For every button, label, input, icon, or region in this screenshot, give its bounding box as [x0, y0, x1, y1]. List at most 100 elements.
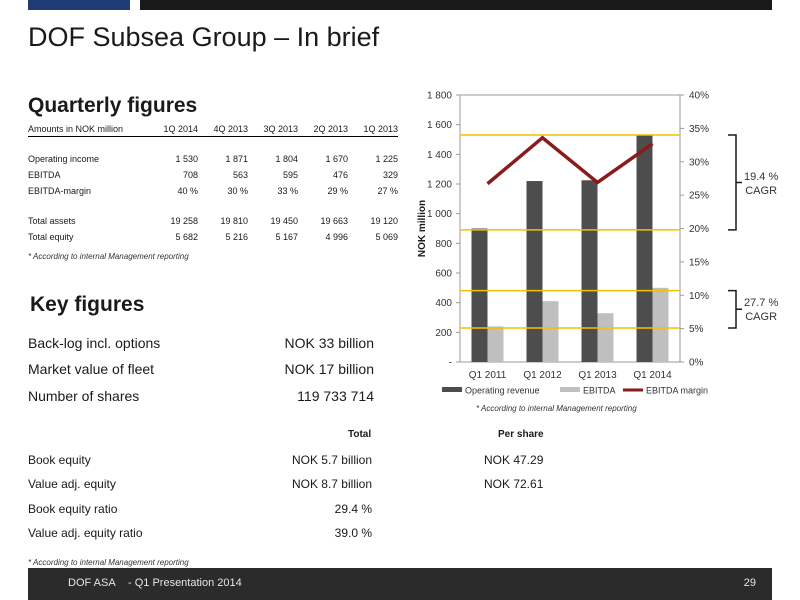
- equity-note: * According to internal Management repor…: [28, 558, 189, 567]
- row-label: EBITDA-margin: [28, 186, 92, 196]
- table-row: EBITDA-margin 40 % 30 % 33 % 29 % 27 %: [28, 183, 398, 199]
- table-cell: 40 %: [177, 186, 198, 196]
- legend-swatch: [442, 387, 462, 392]
- table-cell: 1 670: [325, 154, 348, 164]
- header-cell: 3Q 2013: [248, 122, 298, 137]
- equity-total: NOK 8.7 billion: [291, 477, 372, 491]
- revenue-ebitda-chart: - 200 400 600 800 1 000 1 200 1 400 1 600 1 800 0%…: [417, 91, 742, 396]
- y2-tick-label: 15%: [689, 257, 709, 268]
- legend-swatch: [560, 387, 580, 392]
- key-figure-label: Number of shares: [28, 388, 140, 404]
- cagr-bracket: [728, 289, 742, 329]
- header-cell: 1Q 2014: [148, 122, 198, 137]
- cagr-annotation-margin: 19.4 % CAGR: [744, 170, 778, 198]
- y-tick-label: 1 000: [427, 209, 452, 220]
- table-cell: 476: [332, 170, 348, 180]
- cagr-value: 27.7 %: [744, 297, 779, 309]
- page-number: 29: [743, 577, 756, 589]
- page-title: DOF Subsea Group – In brief: [28, 22, 380, 52]
- y2-tick-label: 35%: [689, 124, 709, 135]
- equity-row: Value adj. equity ratio 39.0 %: [28, 526, 548, 544]
- table-cell: 595: [282, 170, 298, 180]
- equity-row: Book equity NOK 5.7 billion NOK 47.29: [28, 453, 548, 471]
- table-cell: 19 120: [370, 216, 398, 226]
- top-accent-bar: [28, 0, 130, 10]
- y2-tick-label: 10%: [689, 291, 709, 302]
- chart-note: * According to internal Management repor…: [476, 404, 637, 413]
- table-cell: 5 167: [275, 232, 298, 242]
- table-cell: 1 804: [275, 154, 298, 164]
- key-figure-row: Back-log incl. options NOK 33 billion: [28, 335, 374, 355]
- key-figures-heading: Key figures: [30, 293, 145, 316]
- y2-tick-label: 40%: [689, 91, 709, 102]
- y2-tick-label: 5%: [689, 324, 704, 335]
- table-cell: 1 530: [175, 154, 198, 164]
- equity-row: Value adj. equity NOK 8.7 billion NOK 72…: [28, 477, 548, 495]
- bar-operating-revenue: [581, 180, 598, 362]
- table-cell: 19 450: [270, 216, 298, 226]
- row-label: EBITDA: [28, 170, 61, 180]
- key-figure-value: 119 733 714: [297, 388, 374, 404]
- key-figure-row: Number of shares 119 733 714: [28, 388, 374, 408]
- y2-tick-label: 30%: [689, 157, 709, 168]
- quarterly-table: Amounts in NOK million 1Q 2014 4Q 2013 3…: [28, 122, 398, 245]
- x-tick-label: Q1 2013: [578, 370, 617, 381]
- table-cell: 19 810: [220, 216, 248, 226]
- y-tick-label: 1 200: [427, 180, 452, 191]
- y-tick-label: -: [449, 358, 452, 369]
- equity-total: 29.4 %: [334, 502, 372, 516]
- key-figure-value: NOK 33 billion: [284, 335, 375, 351]
- bar-ebitda: [542, 301, 559, 362]
- y2-tick-label: 20%: [689, 224, 709, 235]
- row-label: Total assets: [28, 216, 76, 226]
- row-label: Total equity: [28, 232, 74, 242]
- table-cell: 563: [232, 170, 248, 180]
- table-row: Total assets 19 258 19 810 19 450 19 663…: [28, 213, 398, 229]
- equity-label: Book equity: [28, 453, 91, 467]
- spacer: [28, 199, 398, 213]
- cagr-label: CAGR: [745, 185, 778, 197]
- footer-company: DOF ASA: [68, 577, 116, 589]
- header-cell: 2Q 2013: [298, 122, 348, 137]
- equity-row: Book equity ratio 29.4 %: [28, 502, 548, 520]
- table-cell: 29 %: [327, 186, 348, 196]
- key-figure-row: Market value of fleet NOK 17 billion: [28, 361, 374, 381]
- line-ebitda-margin: [486, 135, 654, 186]
- header-cell: Amounts in NOK million: [28, 122, 148, 137]
- legend-label: EBITDA: [583, 386, 616, 396]
- table-cell: 33 %: [277, 186, 298, 196]
- cagr-annotation-ebitda: 27.7 % CAGR: [744, 296, 778, 324]
- cagr-value: 19.4 %: [744, 171, 779, 183]
- y-tick-label: 1 800: [427, 91, 452, 102]
- table-row: EBITDA 708 563 595 476 329: [28, 167, 398, 183]
- top-bar: [140, 0, 772, 10]
- y-tick-label: 200: [435, 328, 452, 339]
- header-cell: 1Q 2013: [348, 122, 398, 137]
- footer-presentation: - Q1 Presentation 2014: [128, 577, 242, 589]
- key-figure-value: NOK 17 billion: [284, 361, 375, 377]
- equity-label: Value adj. equity: [28, 477, 116, 491]
- table-cell: 5 069: [375, 232, 398, 242]
- row-label: Operating income: [28, 154, 100, 164]
- key-figure-label: Back-log incl. options: [28, 335, 161, 351]
- y-tick-label: 400: [435, 298, 452, 309]
- table-cell: 19 258: [170, 216, 198, 226]
- table-row: Operating income 1 530 1 871 1 804 1 670…: [28, 151, 398, 167]
- quarterly-heading: Quarterly figures: [28, 94, 198, 117]
- table-row: Total equity 5 682 5 216 5 167 4 996 5 0…: [28, 229, 398, 245]
- table-cell: 1 871: [225, 154, 248, 164]
- table-cell: 1 225: [375, 154, 398, 164]
- cagr-label: CAGR: [745, 311, 778, 323]
- x-tick-label: Q1 2014: [633, 370, 672, 381]
- table-cell: 5 216: [225, 232, 248, 242]
- equity-total: NOK 5.7 billion: [291, 453, 372, 467]
- equity-per-share: NOK 72.61: [484, 477, 544, 491]
- key-figure-label: Market value of fleet: [28, 361, 155, 377]
- equity-col-total: Total: [348, 429, 372, 440]
- table-cell: 4 996: [325, 232, 348, 242]
- legend-label: EBITDA margin: [646, 386, 708, 396]
- equity-label: Book equity ratio: [28, 502, 118, 516]
- quarterly-note: * According to internal Management repor…: [28, 252, 189, 261]
- table-cell: 329: [382, 170, 398, 180]
- y2-tick-label: 0%: [689, 358, 704, 369]
